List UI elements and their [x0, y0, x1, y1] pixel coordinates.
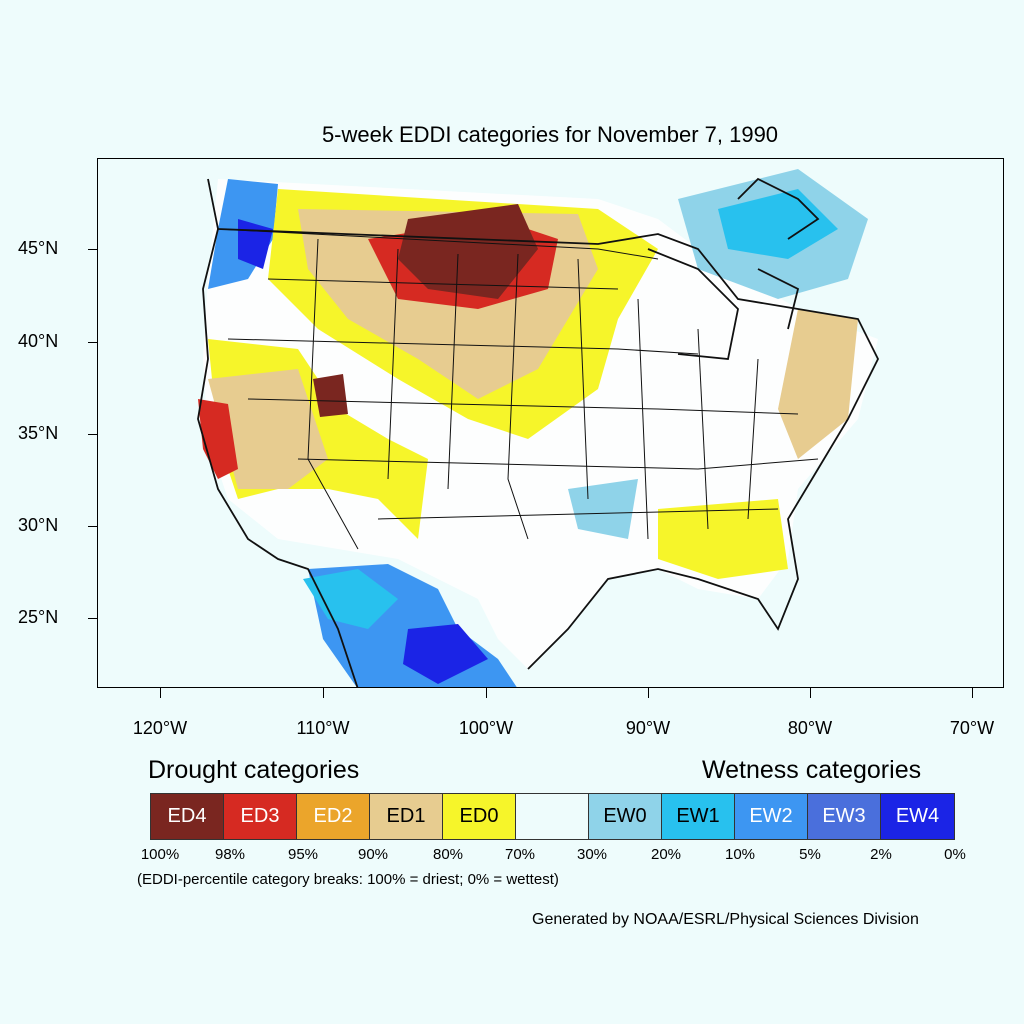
legend-box-ed1: ED1	[370, 794, 443, 839]
lat-label-40: 40°N	[18, 331, 59, 351]
legend-box-normal	[516, 794, 589, 839]
lat-tick-45	[88, 249, 98, 250]
state-borders	[217, 228, 819, 550]
drought-ed4-utah	[313, 374, 348, 417]
lon-tick-120	[160, 688, 161, 698]
percentile-label: 70%	[504, 846, 536, 863]
lat-label-45: 45°N	[18, 238, 59, 258]
percentile-label: 30%	[576, 846, 608, 863]
wet-south-central	[568, 479, 638, 539]
wet-mexico-light	[303, 569, 398, 629]
legend-box-ew1: EW1	[662, 794, 735, 839]
credit-line: Generated by NOAA/ESRL/Physical Sciences…	[532, 911, 919, 928]
lat-label-35: 35°N	[18, 423, 59, 443]
lon-tick-70	[972, 688, 973, 698]
legend-box-ed2: ED2	[297, 794, 370, 839]
lat-label-25: 25°N	[18, 607, 59, 627]
lon-label-100: 100°W	[458, 718, 514, 738]
lon-label-110: 110°W	[296, 718, 350, 738]
legend-box-ew0: EW0	[589, 794, 662, 839]
drought-ed0-southeast	[658, 499, 788, 579]
percentile-label: 100%	[140, 846, 180, 863]
percentile-label: 80%	[432, 846, 464, 863]
legend-box-ew3: EW3	[808, 794, 881, 839]
lon-tick-100	[486, 688, 487, 698]
map-title: 5-week EDDI categories for November 7, 1…	[321, 122, 779, 147]
percentile-label: 20%	[650, 846, 682, 863]
percentile-label: 10%	[724, 846, 756, 863]
legend-box-ed4: ED4	[151, 794, 224, 839]
lon-label-80: 80°W	[787, 718, 833, 738]
lon-tick-110	[323, 688, 324, 698]
legend-box-ed0: ED0	[443, 794, 516, 839]
lat-tick-35	[88, 434, 98, 435]
wet-canada-east-mid	[718, 189, 838, 259]
lat-label-30: 30°N	[18, 515, 59, 535]
map-svg	[197, 169, 880, 687]
lat-tick-40	[88, 342, 98, 343]
lon-tick-80	[810, 688, 811, 698]
legend-box-ed3: ED3	[224, 794, 297, 839]
wetness-heading: Wetness categories	[702, 756, 922, 784]
lon-label-70: 70°W	[949, 718, 995, 738]
wet-mexico-core	[403, 624, 488, 684]
drought-heading: Drought categories	[148, 756, 360, 784]
percentile-label: 0%	[944, 846, 966, 863]
lat-tick-25	[88, 618, 98, 619]
category-note: (EDDI-percentile category breaks: 100% =…	[137, 871, 559, 888]
lon-label-90: 90°W	[625, 718, 671, 738]
coastlines	[197, 177, 880, 687]
lon-tick-90	[648, 688, 649, 698]
lon-label-120: 120°W	[132, 718, 188, 738]
percentile-label: 2%	[870, 846, 892, 863]
percentile-label: 98%	[214, 846, 246, 863]
legend-box-ew2: EW2	[735, 794, 808, 839]
percentile-label: 95%	[287, 846, 319, 863]
category-legend: ED4 ED3 ED2 ED1 ED0 EW0 EW1 EW2 EW3 EW4	[150, 793, 955, 840]
legend-box-ew4: EW4	[881, 794, 954, 839]
percentile-label: 5%	[799, 846, 821, 863]
eddi-map	[97, 158, 1004, 688]
drought-ed1-east	[778, 309, 858, 459]
drought-ed4-dakotas	[398, 204, 538, 299]
drought-ed3-california	[198, 399, 238, 479]
lat-tick-30	[88, 526, 98, 527]
percentile-label: 90%	[357, 846, 389, 863]
